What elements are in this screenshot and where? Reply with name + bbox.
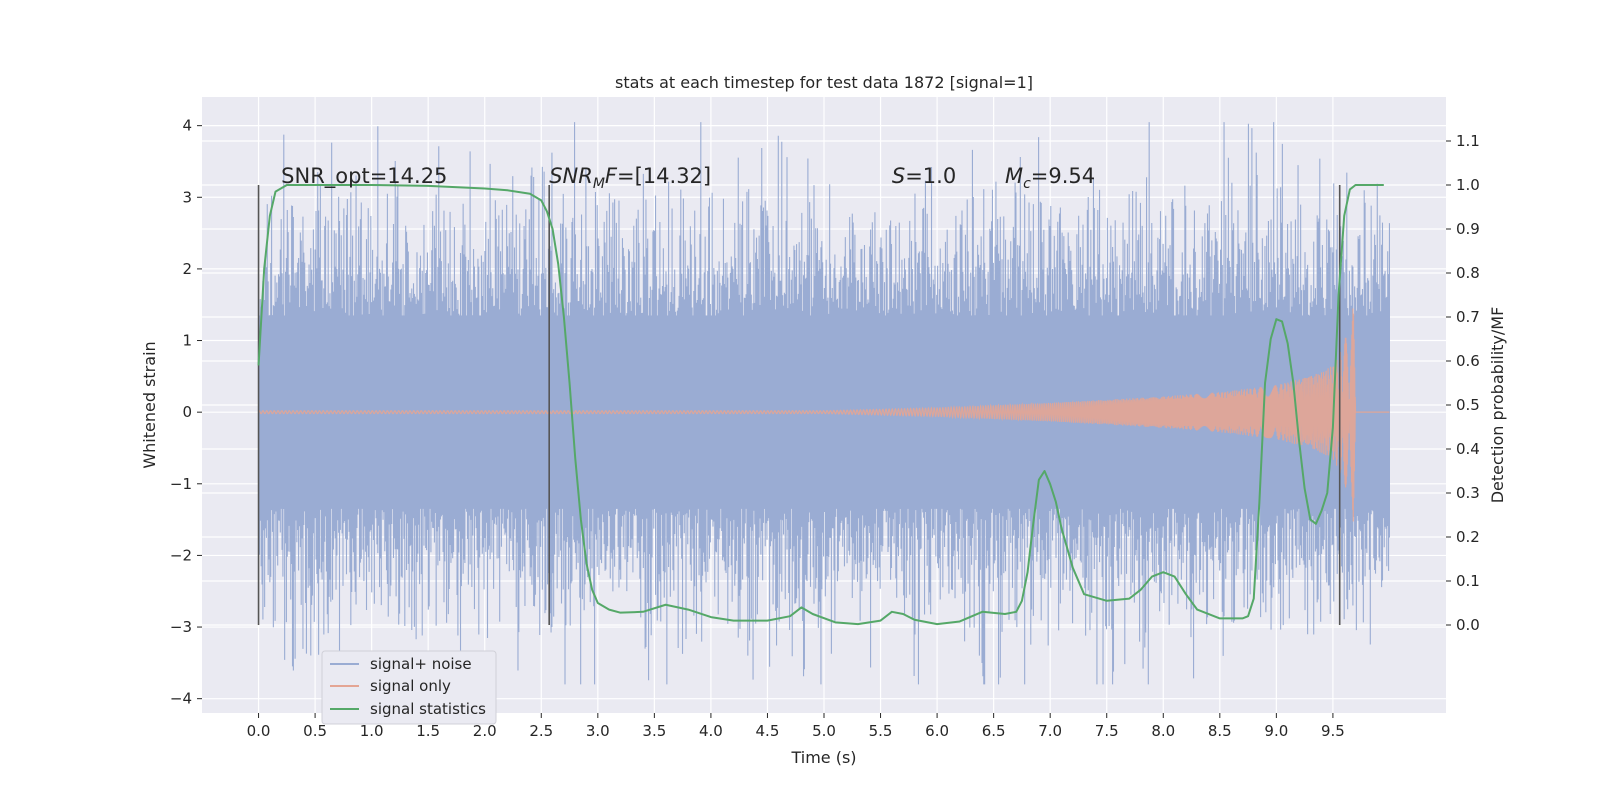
legend-label-signal-statistics: signal statistics bbox=[370, 700, 486, 718]
right-tick-label: 0.1 bbox=[1456, 572, 1480, 590]
annotations: SNR_opt=14.25 SNRMF=[14.32] S=1.0 Mc=9.54 bbox=[281, 164, 1095, 192]
annotation: SNR_opt=14.25 bbox=[281, 164, 447, 189]
x-tick-label: 8.5 bbox=[1208, 722, 1232, 740]
right-tick-label: 1.1 bbox=[1456, 132, 1480, 150]
x-tick-label: 9.0 bbox=[1264, 722, 1288, 740]
right-axis-ticks: 0.0 0.1 0.2 0.3 0.4 0.5 0.6 0.7 0.8 0.9 1.0 1.1 bbox=[1446, 132, 1480, 634]
x-tick-label: 5.0 bbox=[812, 722, 836, 740]
x-tick-label: 4.0 bbox=[699, 722, 723, 740]
x-axis-ticks: 0.0 0.5 1.0 1.5 2.0 2.5 3.0 3.5 4.0 4.5 5.0 5.5 6.0 6… bbox=[247, 713, 1345, 740]
x-tick-label: 6.5 bbox=[982, 722, 1006, 740]
left-tick-label: 0 bbox=[182, 403, 192, 421]
left-axis-label: Whitened strain bbox=[140, 341, 159, 468]
x-tick-label: 1.5 bbox=[416, 722, 440, 740]
vertical-markers bbox=[257, 185, 1341, 625]
legend-label-signal-plus-noise: signal+ noise bbox=[370, 655, 472, 673]
right-tick-label: 0.5 bbox=[1456, 396, 1480, 414]
right-tick-label: 0.2 bbox=[1456, 528, 1480, 546]
x-tick-label: 2.5 bbox=[529, 722, 553, 740]
left-axis-ticks: −4 −3 −2 −1 0 1 2 3 4 bbox=[170, 117, 202, 708]
right-axis-label: Detection probability/MF bbox=[1488, 307, 1507, 504]
right-tick-label: 0.0 bbox=[1456, 616, 1480, 634]
right-tick-label: 0.3 bbox=[1456, 484, 1480, 502]
left-tick-label: 3 bbox=[182, 188, 192, 206]
left-tick-label: −3 bbox=[170, 618, 192, 636]
signal-statistics-series bbox=[257, 184, 1384, 626]
x-tick-label: 0.5 bbox=[303, 722, 327, 740]
x-tick-label: 3.0 bbox=[586, 722, 610, 740]
left-tick-label: −1 bbox=[170, 475, 192, 493]
legend-label-signal-only: signal only bbox=[370, 677, 451, 695]
right-tick-label: 0.4 bbox=[1456, 440, 1480, 458]
right-tick-label: 0.7 bbox=[1456, 308, 1480, 326]
x-tick-label: 2.0 bbox=[473, 722, 497, 740]
x-tick-label: 0.0 bbox=[247, 722, 271, 740]
x-tick-label: 7.0 bbox=[1038, 722, 1062, 740]
chart-title: stats at each timestep for test data 187… bbox=[615, 73, 1033, 92]
x-tick-label: 8.0 bbox=[1151, 722, 1175, 740]
annotation: SNRMF=[14.32] bbox=[549, 164, 711, 192]
x-tick-label: 5.5 bbox=[869, 722, 893, 740]
right-tick-label: 1.0 bbox=[1456, 176, 1480, 194]
x-axis-label: Time (s) bbox=[790, 748, 856, 767]
x-tick-label: 7.5 bbox=[1095, 722, 1119, 740]
right-tick-label: 0.8 bbox=[1456, 264, 1480, 282]
left-tick-label: −2 bbox=[170, 546, 192, 564]
x-tick-label: 1.0 bbox=[360, 722, 384, 740]
annotation: Mc=9.54 bbox=[1005, 164, 1095, 192]
x-tick-label: 3.5 bbox=[642, 722, 666, 740]
left-tick-label: 1 bbox=[182, 332, 192, 350]
right-tick-label: 0.9 bbox=[1456, 220, 1480, 238]
right-tick-label: 0.6 bbox=[1456, 352, 1480, 370]
signal-only-series bbox=[258, 308, 1390, 522]
signal-statistics-line bbox=[257, 184, 1384, 626]
legend: signal+ noise signal only signal statist… bbox=[321, 650, 497, 725]
x-tick-label: 4.5 bbox=[756, 722, 780, 740]
annotation: S=1.0 bbox=[892, 164, 956, 188]
signal-only-line bbox=[258, 308, 1390, 522]
left-tick-label: −4 bbox=[170, 690, 192, 708]
left-tick-label: 2 bbox=[182, 260, 192, 278]
left-tick-label: 4 bbox=[182, 117, 192, 135]
x-tick-label: 9.5 bbox=[1321, 722, 1345, 740]
x-tick-label: 6.0 bbox=[925, 722, 949, 740]
legend-box bbox=[321, 650, 497, 725]
